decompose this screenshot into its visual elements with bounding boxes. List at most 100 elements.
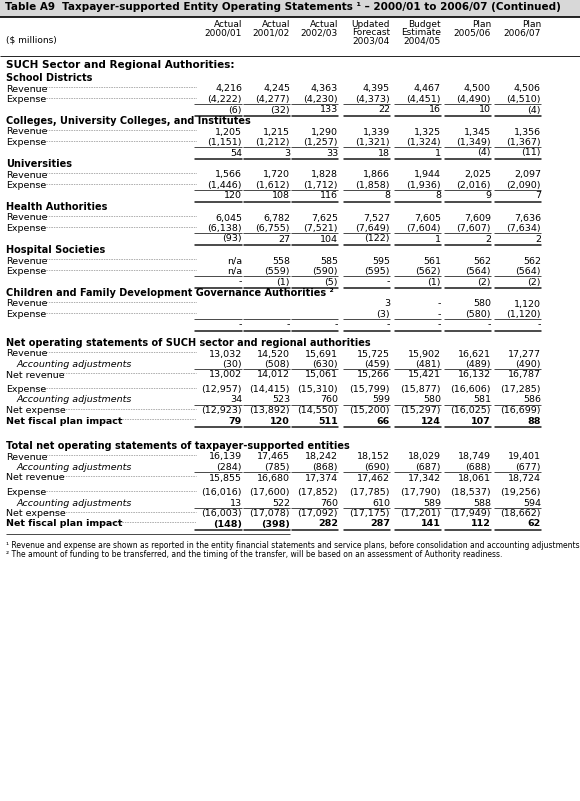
Text: School Districts: School Districts [6, 73, 92, 83]
Text: 2001/02: 2001/02 [253, 28, 290, 37]
Text: -: - [538, 320, 541, 329]
Text: 15,266: 15,266 [357, 371, 390, 380]
Text: (1,151): (1,151) [208, 138, 242, 147]
Text: Accounting adjustments: Accounting adjustments [16, 396, 132, 405]
Text: Expense: Expense [6, 138, 46, 147]
Text: 2: 2 [535, 235, 541, 244]
Text: Net expense: Net expense [6, 406, 66, 415]
Text: Revenue: Revenue [6, 171, 48, 179]
Text: Hospital Societies: Hospital Societies [6, 245, 105, 255]
Text: (688): (688) [466, 463, 491, 472]
Text: 558: 558 [272, 256, 290, 265]
Text: 8: 8 [384, 191, 390, 200]
Text: 18,242: 18,242 [305, 453, 338, 461]
Text: 760: 760 [320, 498, 338, 508]
Text: 2005/06: 2005/06 [454, 28, 491, 37]
Text: (1,367): (1,367) [506, 138, 541, 147]
Text: 1,215: 1,215 [263, 127, 290, 136]
Text: 1: 1 [435, 148, 441, 158]
Text: (16,699): (16,699) [501, 406, 541, 415]
Text: 54: 54 [230, 148, 242, 158]
Text: Total net operating statements of taxpayer-supported entities: Total net operating statements of taxpay… [6, 441, 350, 451]
Text: 8: 8 [435, 191, 441, 200]
Text: Revenue: Revenue [6, 300, 48, 308]
Text: (677): (677) [516, 463, 541, 472]
Text: (15,877): (15,877) [401, 385, 441, 394]
Text: (1,712): (1,712) [303, 181, 338, 190]
Text: (4,373): (4,373) [355, 95, 390, 104]
Text: 18: 18 [378, 148, 390, 158]
Text: Revenue: Revenue [6, 453, 48, 461]
Text: (562): (562) [415, 267, 441, 276]
Text: 116: 116 [320, 191, 338, 200]
Text: (13,892): (13,892) [249, 406, 290, 415]
Text: 17,462: 17,462 [357, 473, 390, 482]
Text: (4): (4) [527, 106, 541, 115]
Text: 1,339: 1,339 [362, 127, 390, 136]
Text: 2004/05: 2004/05 [404, 36, 441, 45]
Text: (1,446): (1,446) [208, 181, 242, 190]
Text: (1): (1) [427, 277, 441, 287]
Text: 18,029: 18,029 [408, 453, 441, 461]
Text: 17,465: 17,465 [257, 453, 290, 461]
Text: Accounting adjustments: Accounting adjustments [16, 498, 132, 508]
Text: Revenue: Revenue [6, 349, 48, 359]
Text: 16,621: 16,621 [458, 349, 491, 359]
Text: 14,520: 14,520 [257, 349, 290, 359]
Text: 17,374: 17,374 [305, 473, 338, 482]
Text: -: - [238, 277, 242, 287]
Text: Revenue: Revenue [6, 127, 48, 136]
Text: ¹ Revenue and expense are shown as reported in the entity financial statements a: ¹ Revenue and expense are shown as repor… [6, 541, 580, 550]
Text: (398): (398) [261, 520, 290, 529]
Text: 7,609: 7,609 [464, 214, 491, 223]
Text: 6,045: 6,045 [215, 214, 242, 223]
Text: (12,923): (12,923) [201, 406, 242, 415]
Text: 16,787: 16,787 [508, 371, 541, 380]
Text: (7,634): (7,634) [506, 224, 541, 233]
Text: (489): (489) [466, 360, 491, 369]
Text: 595: 595 [372, 256, 390, 265]
Text: 15,061: 15,061 [305, 371, 338, 380]
Text: 15,902: 15,902 [408, 349, 441, 359]
Text: (14,550): (14,550) [298, 406, 338, 415]
Text: 6,782: 6,782 [263, 214, 290, 223]
Text: (15,310): (15,310) [298, 385, 338, 394]
Text: (17,078): (17,078) [249, 509, 290, 518]
Text: 3: 3 [384, 300, 390, 308]
Text: (7,604): (7,604) [407, 224, 441, 233]
Text: (16,606): (16,606) [451, 385, 491, 394]
Text: (17,285): (17,285) [501, 385, 541, 394]
Text: (1): (1) [277, 277, 290, 287]
Text: 599: 599 [372, 396, 390, 405]
Text: 15,725: 15,725 [357, 349, 390, 359]
Text: 7,605: 7,605 [414, 214, 441, 223]
Text: (2): (2) [477, 277, 491, 287]
Text: (16,016): (16,016) [201, 488, 242, 497]
Text: 4,500: 4,500 [464, 84, 491, 94]
Text: Net revenue: Net revenue [6, 371, 64, 380]
Text: 13: 13 [230, 498, 242, 508]
Text: (4): (4) [477, 148, 491, 158]
Text: (5): (5) [324, 277, 338, 287]
Text: 18,061: 18,061 [458, 473, 491, 482]
Text: ² The amount of funding to be transferred, and the timing of the transfer, will : ² The amount of funding to be transferre… [6, 550, 502, 559]
Text: (1,612): (1,612) [256, 181, 290, 190]
Text: 511: 511 [318, 417, 338, 425]
Text: 1,720: 1,720 [263, 171, 290, 179]
Text: 141: 141 [421, 520, 441, 529]
Text: 16,139: 16,139 [209, 453, 242, 461]
Text: Forecast: Forecast [352, 28, 390, 37]
Text: 18,724: 18,724 [508, 473, 541, 482]
Text: (1,120): (1,120) [506, 310, 541, 319]
Text: 586: 586 [523, 396, 541, 405]
Text: (17,600): (17,600) [249, 488, 290, 497]
Text: 16,680: 16,680 [257, 473, 290, 482]
Text: (17,785): (17,785) [350, 488, 390, 497]
Text: Plan: Plan [472, 20, 491, 29]
Text: 16,132: 16,132 [458, 371, 491, 380]
Text: 1,828: 1,828 [311, 171, 338, 179]
Text: -: - [438, 320, 441, 329]
Text: 124: 124 [421, 417, 441, 425]
Text: 104: 104 [320, 235, 338, 244]
Text: 2006/07: 2006/07 [503, 28, 541, 37]
